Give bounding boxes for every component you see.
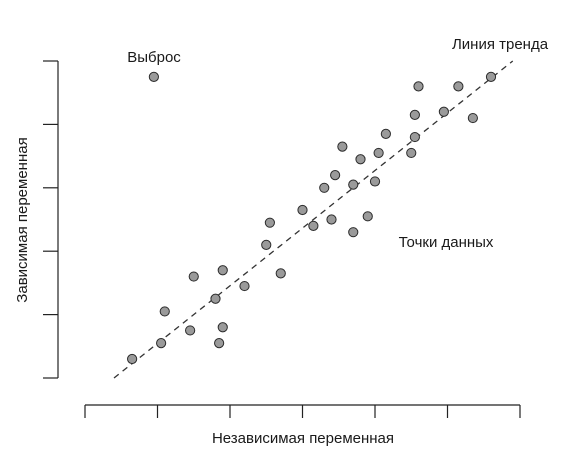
data-point-33 (485, 71, 497, 82)
data-point-9 (239, 280, 250, 292)
data-point-1 (156, 338, 167, 349)
data-point-27 (409, 131, 420, 143)
data-point-12 (275, 268, 286, 279)
data-points (127, 71, 497, 365)
x-axis-label: Независимая переменная (212, 430, 394, 447)
data-point-0 (127, 353, 138, 365)
data-point-4 (188, 271, 199, 282)
data-point-23 (369, 176, 381, 187)
data-point-32 (467, 112, 478, 124)
data-point-34 (148, 71, 159, 82)
outlier-annotation: Выброс (127, 49, 181, 66)
data-point-19 (348, 179, 359, 190)
data-point-22 (362, 211, 373, 222)
points-annotation: Точки данных (399, 234, 494, 251)
data-point-29 (413, 81, 424, 92)
data-point-8 (217, 265, 228, 276)
data-point-31 (453, 81, 464, 92)
x-axis (84, 404, 521, 418)
data-point-15 (319, 182, 330, 193)
data-point-10 (261, 239, 272, 250)
data-point-18 (337, 141, 348, 152)
data-point-7 (217, 322, 228, 333)
data-point-11 (264, 217, 275, 228)
trend-annotation: Линия тренда (452, 36, 549, 53)
data-point-21 (355, 154, 366, 165)
data-point-17 (330, 170, 341, 181)
data-point-6 (214, 338, 225, 349)
data-point-24 (373, 147, 384, 159)
data-point-5 (210, 293, 221, 304)
y-axis-label: Зависимая переменная (14, 137, 31, 302)
data-point-20 (348, 227, 359, 238)
data-point-3 (185, 325, 196, 336)
data-point-30 (438, 106, 449, 117)
data-point-14 (308, 220, 319, 231)
y-axis (43, 60, 59, 379)
data-point-25 (380, 128, 391, 140)
data-point-28 (409, 109, 420, 120)
data-point-26 (406, 147, 417, 159)
data-point-2 (159, 306, 170, 317)
data-point-16 (326, 214, 337, 225)
trend-line (113, 60, 514, 379)
data-point-13 (297, 204, 308, 216)
